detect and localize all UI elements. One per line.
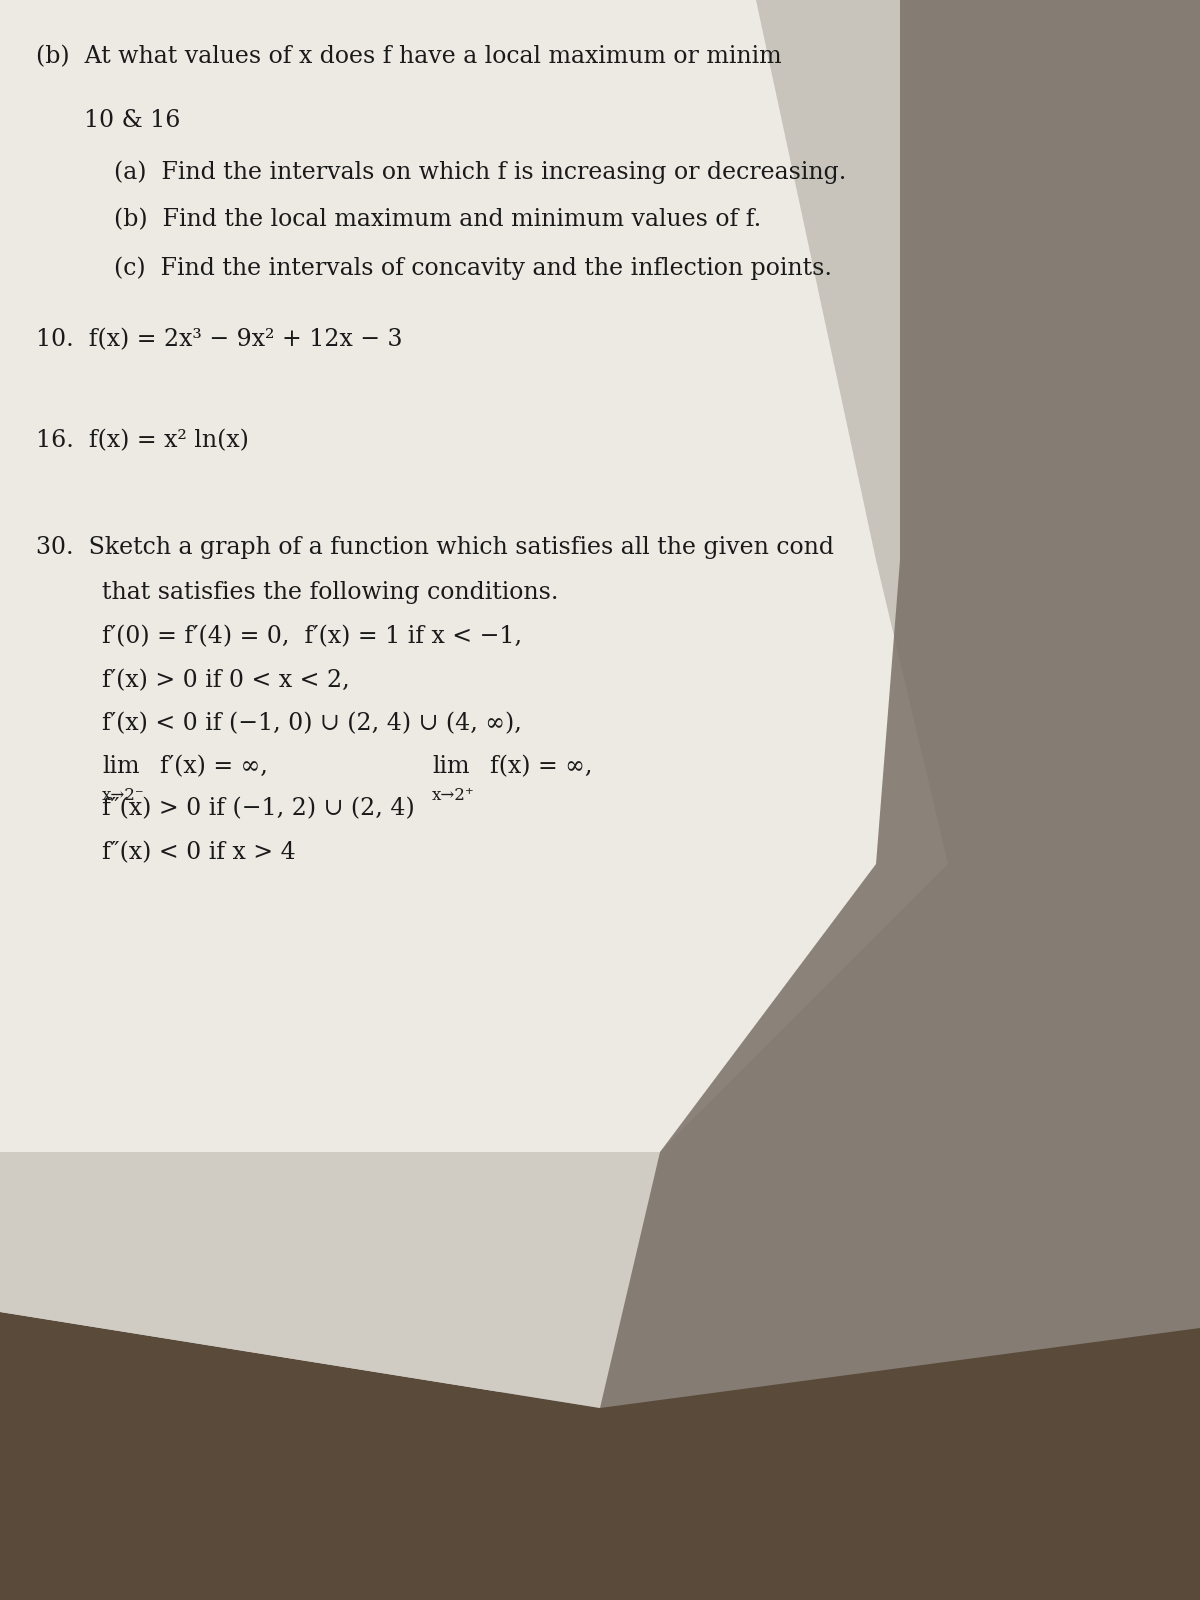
Text: f′(x) < 0 if (−1, 0) ∪ (2, 4) ∪ (4, ∞),: f′(x) < 0 if (−1, 0) ∪ (2, 4) ∪ (4, ∞),	[102, 712, 522, 734]
Text: 10.  f(x) = 2x³ − 9x² + 12x − 3: 10. f(x) = 2x³ − 9x² + 12x − 3	[36, 328, 402, 350]
Text: (b)  Find the local maximum and minimum values of f.: (b) Find the local maximum and minimum v…	[114, 208, 761, 230]
Text: f(x) = ∞,: f(x) = ∞,	[490, 755, 592, 778]
Text: f″(x) > 0 if (−1, 2) ∪ (2, 4): f″(x) > 0 if (−1, 2) ∪ (2, 4)	[102, 797, 415, 819]
Text: 30.  Sketch a graph of a function which satisfies all the given cond: 30. Sketch a graph of a function which s…	[36, 536, 834, 558]
Text: x→2⁻: x→2⁻	[102, 787, 145, 805]
Text: lim: lim	[432, 755, 469, 778]
Text: x→2⁺: x→2⁺	[432, 787, 475, 805]
Polygon shape	[0, 1152, 660, 1408]
Text: f″(x) < 0 if x > 4: f″(x) < 0 if x > 4	[102, 842, 295, 864]
Text: 10 & 16: 10 & 16	[84, 109, 180, 131]
Text: 16.  f(x) = x² ln(x): 16. f(x) = x² ln(x)	[36, 429, 248, 451]
Text: (c)  Find the intervals of concavity and the inflection points.: (c) Find the intervals of concavity and …	[114, 256, 832, 280]
Text: (b)  At what values of x does f have a local maximum or minim: (b) At what values of x does f have a lo…	[36, 45, 781, 67]
Text: lim: lim	[102, 755, 139, 778]
Polygon shape	[0, 0, 948, 1152]
Text: f′(x) = ∞,: f′(x) = ∞,	[160, 755, 268, 778]
Text: that satisfies the following conditions.: that satisfies the following conditions.	[102, 581, 558, 603]
Polygon shape	[0, 1312, 1200, 1600]
Text: f′(x) > 0 if 0 < x < 2,: f′(x) > 0 if 0 < x < 2,	[102, 669, 349, 691]
Text: (a)  Find the intervals on which f is increasing or decreasing.: (a) Find the intervals on which f is inc…	[114, 160, 846, 184]
Polygon shape	[360, 0, 1200, 1600]
Text: f′(0) = f′(4) = 0,  f′(x) = 1 if x < −1,: f′(0) = f′(4) = 0, f′(x) = 1 if x < −1,	[102, 626, 522, 648]
